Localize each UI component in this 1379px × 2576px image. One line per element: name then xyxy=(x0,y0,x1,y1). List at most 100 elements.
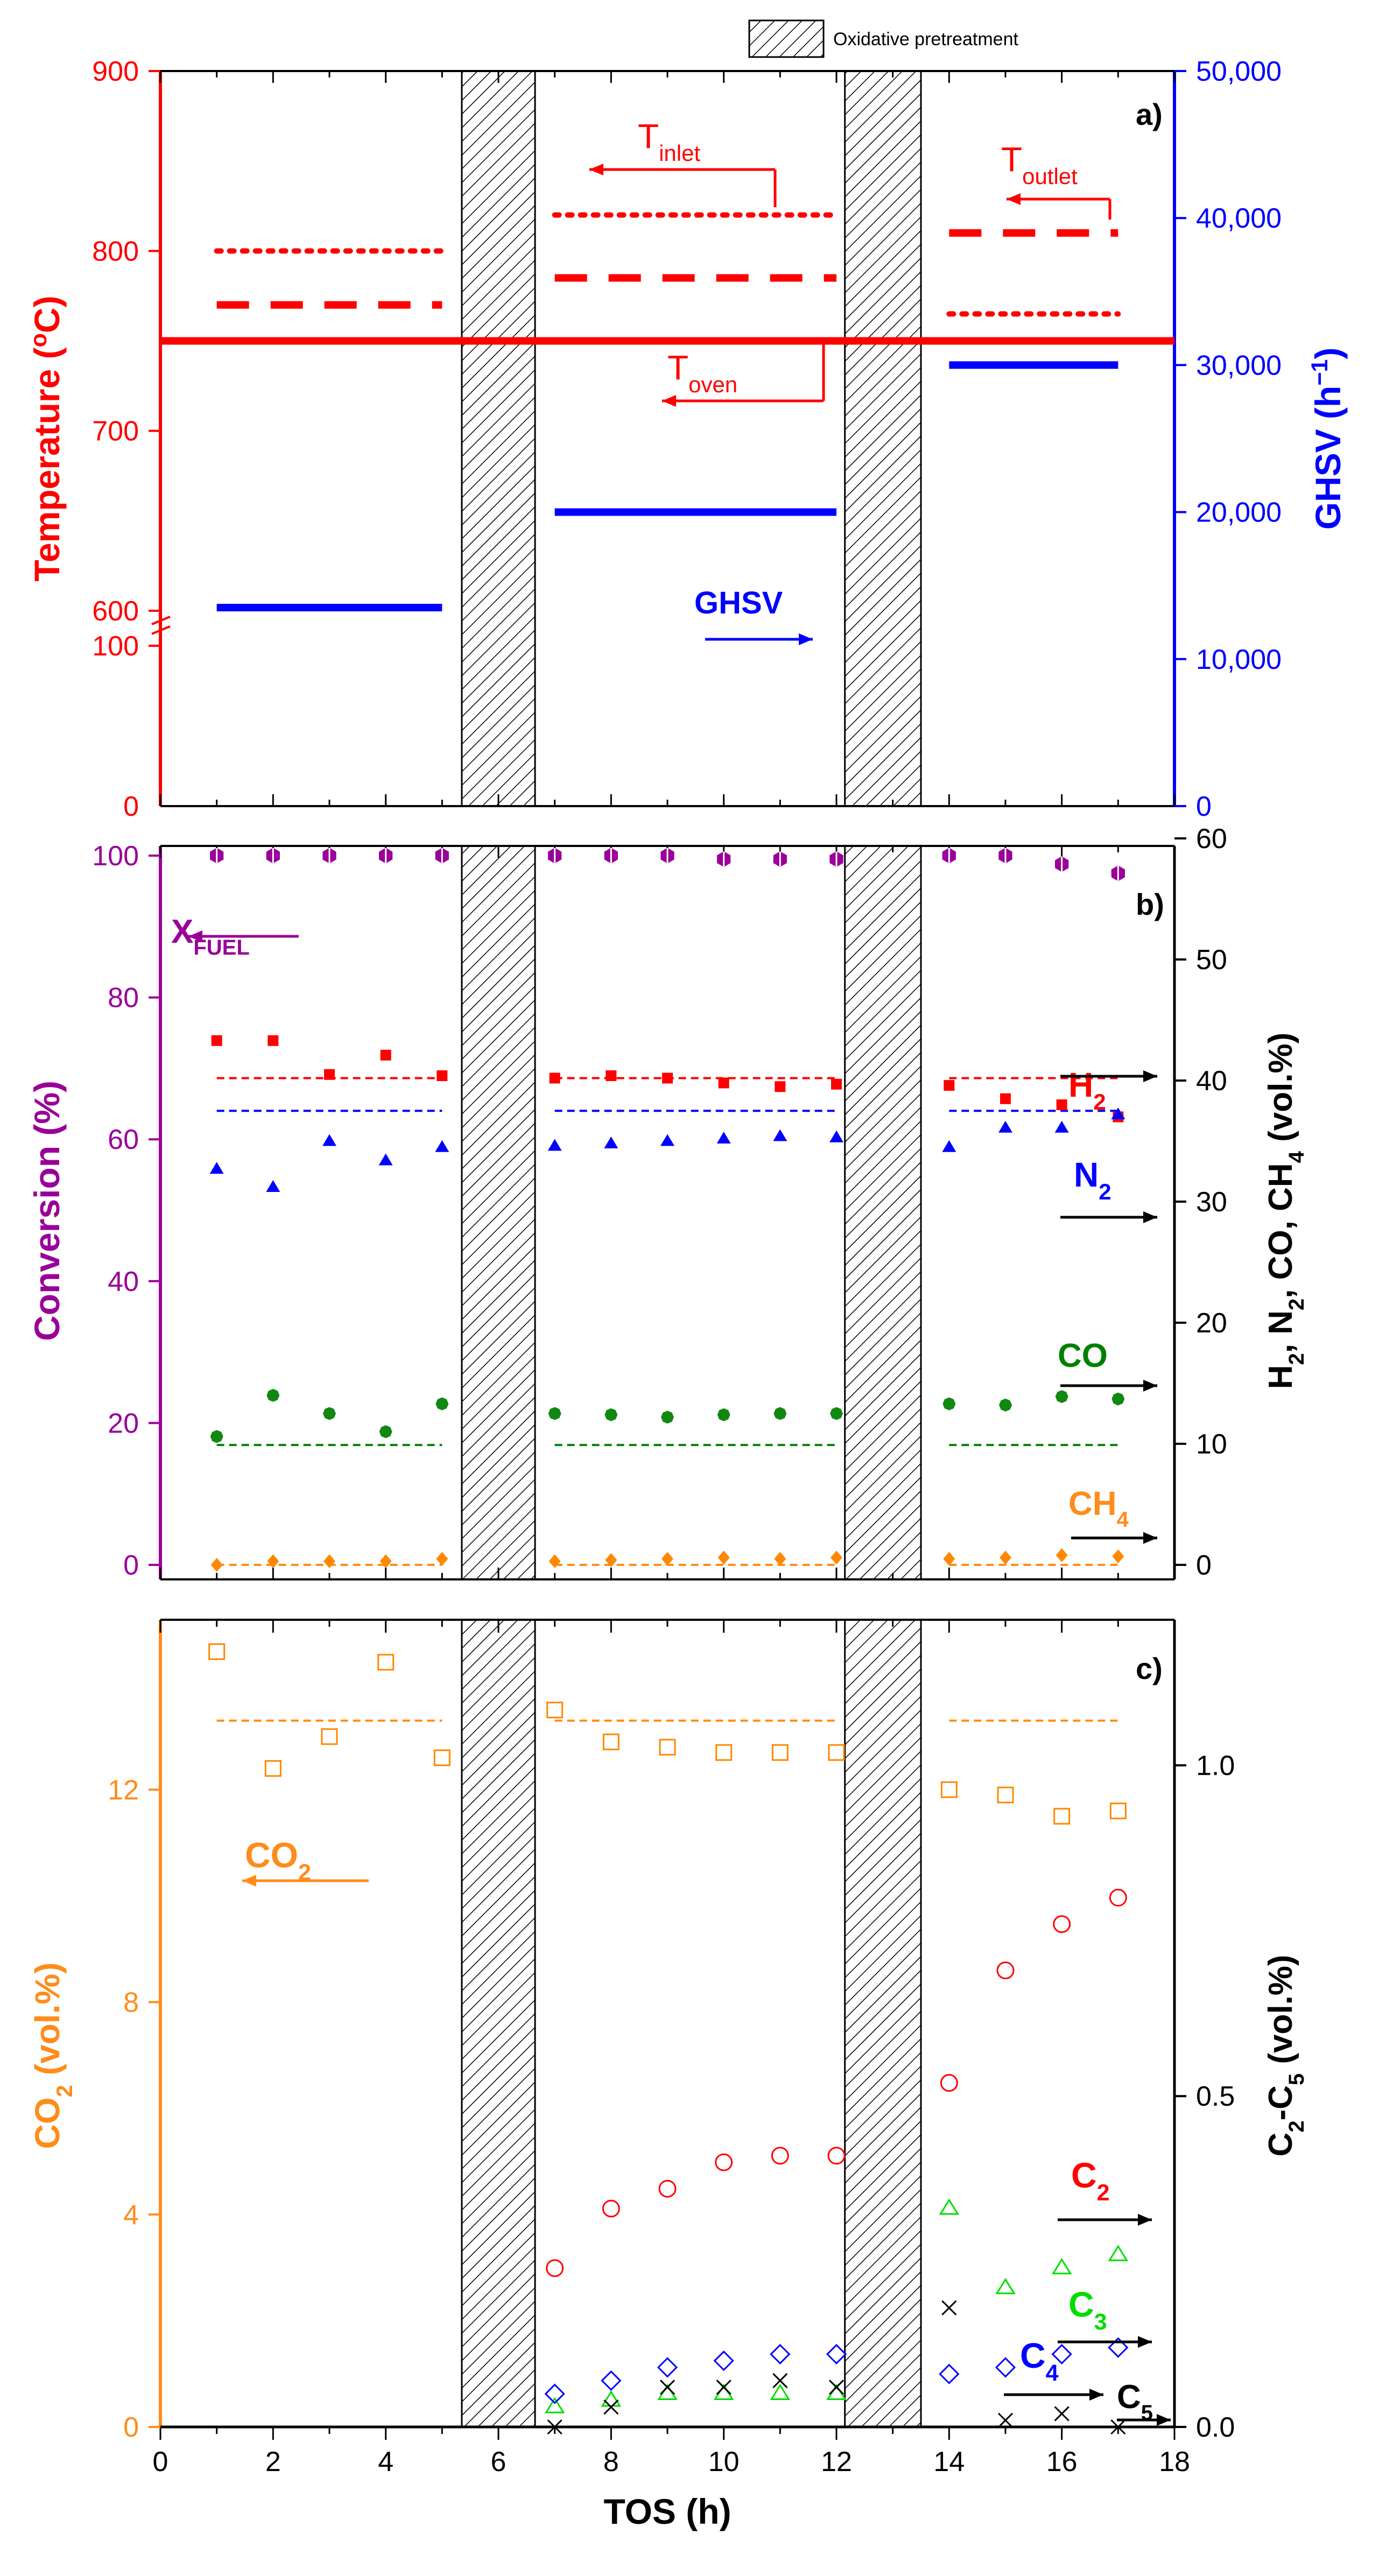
panel-c: 0 2 4 6 8 10 12 14 16 18 TOS (h) 0 4 8 12 0.0 0.5 1.0 CO2 … xyxy=(28,1619,1308,2531)
point-co2 xyxy=(377,1654,395,1671)
panel-label: c) xyxy=(1136,1652,1163,1685)
left-axis-title: Conversion (%) xyxy=(27,1081,67,1341)
left-tick-label: 4 xyxy=(123,2199,139,2231)
pretreatment-band xyxy=(844,845,922,1580)
point-n2 xyxy=(378,1153,393,1166)
right-tick-label: 30,000 xyxy=(1196,350,1282,381)
point-c3 xyxy=(1108,2245,1129,2261)
left-axis-title: Temperature (oC) xyxy=(26,295,67,581)
point-co2 xyxy=(602,1733,620,1751)
point-h2 xyxy=(831,1078,842,1090)
point-h2 xyxy=(662,1072,673,1084)
point-co xyxy=(661,1410,674,1424)
point-c5 xyxy=(716,2380,731,2395)
point-h2 xyxy=(437,1070,448,1081)
point-c5 xyxy=(828,2380,845,2395)
x-tick-label: 18 xyxy=(1159,2446,1190,2478)
point-ch4 xyxy=(323,1554,335,1569)
point-h2 xyxy=(944,1080,955,1091)
legend-label: Oxidative pretreatment xyxy=(833,29,1018,50)
point-c2 xyxy=(940,2074,958,2092)
point-c5 xyxy=(1110,2419,1126,2435)
left-tick-label: 100 xyxy=(92,841,139,872)
left-tick-label: 40 xyxy=(108,1266,139,1297)
point-c2 xyxy=(827,2147,846,2165)
point-co2 xyxy=(546,1702,564,1719)
point-co2 xyxy=(771,1744,789,1761)
label-h2: H2 xyxy=(1068,1065,1106,1114)
panel-label: a) xyxy=(1136,97,1163,131)
point-co xyxy=(1055,1390,1068,1403)
annotation-toven: Toven xyxy=(667,348,737,397)
arrow-co-head xyxy=(1143,1380,1157,1392)
point-c4 xyxy=(1051,2344,1072,2365)
point-n2 xyxy=(266,1180,280,1192)
point-ch4 xyxy=(1056,1548,1068,1562)
point-ch4 xyxy=(548,1554,561,1569)
point-n2 xyxy=(322,1134,336,1146)
x-tick-label: 12 xyxy=(821,2446,852,2478)
point-n2 xyxy=(716,1132,731,1144)
right-axis-title: GHSV (h−1) xyxy=(1307,348,1348,530)
legend-hatch-swatch xyxy=(748,19,825,58)
arrow-c4-head xyxy=(1089,2389,1103,2401)
point-h2 xyxy=(1056,1099,1067,1110)
point-c2 xyxy=(1053,1915,1071,1933)
point-c5 xyxy=(659,2380,676,2395)
point-ch4 xyxy=(1112,1549,1124,1564)
point-n2 xyxy=(829,1130,843,1142)
point-c3 xyxy=(601,2390,622,2407)
point-h2 xyxy=(380,1049,391,1061)
point-ch4 xyxy=(1000,1550,1011,1565)
point-ch4 xyxy=(267,1554,279,1569)
right-tick-label: 0.0 xyxy=(1196,2412,1235,2443)
point-c4 xyxy=(1108,2337,1129,2358)
point-co2 xyxy=(433,1749,451,1767)
point-c3 xyxy=(544,2397,565,2413)
label-n2: N2 xyxy=(1074,1155,1111,1204)
x-tick-label: 2 xyxy=(265,2446,281,2478)
point-c3 xyxy=(1051,2258,1072,2275)
label-c5: C5 xyxy=(1117,2379,1153,2425)
arrow-c2-head xyxy=(1138,2214,1152,2226)
point-co xyxy=(942,1397,956,1410)
arrow-c5-head xyxy=(1157,2414,1171,2426)
point-c2 xyxy=(715,2153,733,2171)
point-n2 xyxy=(660,1134,674,1146)
right-tick-label: 60 xyxy=(1196,823,1227,855)
point-co xyxy=(999,1399,1012,1411)
pretreatment-band xyxy=(461,70,536,807)
point-c5 xyxy=(547,2419,562,2435)
annotation-tinlet: Tinlet xyxy=(638,117,700,166)
x-tick-label: 6 xyxy=(491,2446,506,2478)
right-tick-label: 40,000 xyxy=(1196,203,1282,234)
point-co2 xyxy=(208,1643,226,1660)
label-xfuel: XFUEL xyxy=(171,913,250,959)
right-axis-title: C2-C5 (vol.%) xyxy=(1262,1954,1308,2156)
point-co xyxy=(379,1425,392,1438)
right-tick-label: 10 xyxy=(1196,1429,1227,1460)
right-tick-label: 50 xyxy=(1196,944,1227,976)
left-tick-label: 700 xyxy=(92,416,139,447)
arrow-ch4-head xyxy=(1143,1532,1157,1544)
left-axis-title: CO2 (vol.%) xyxy=(28,1963,77,2149)
point-co xyxy=(717,1408,730,1421)
right-tick-label: 50,000 xyxy=(1196,56,1282,87)
left-tick-label: 0 xyxy=(123,1550,139,1581)
label-co: CO xyxy=(1058,1337,1108,1374)
label-co2: CO2 xyxy=(245,1835,311,1886)
x-tick-label: 10 xyxy=(708,2446,740,2478)
axis-break xyxy=(151,616,171,635)
point-n2 xyxy=(604,1137,618,1148)
point-co2 xyxy=(1109,1802,1127,1819)
annotation-toutlet-arrow-head xyxy=(1007,193,1021,205)
point-ch4 xyxy=(210,1558,223,1572)
panel-label: b) xyxy=(1136,887,1164,921)
x-tick-label: 14 xyxy=(933,2446,965,2478)
point-co xyxy=(210,1430,223,1443)
point-h2 xyxy=(549,1072,560,1084)
legend: Oxidative pretreatment xyxy=(748,19,1018,58)
point-c4 xyxy=(826,2344,847,2365)
